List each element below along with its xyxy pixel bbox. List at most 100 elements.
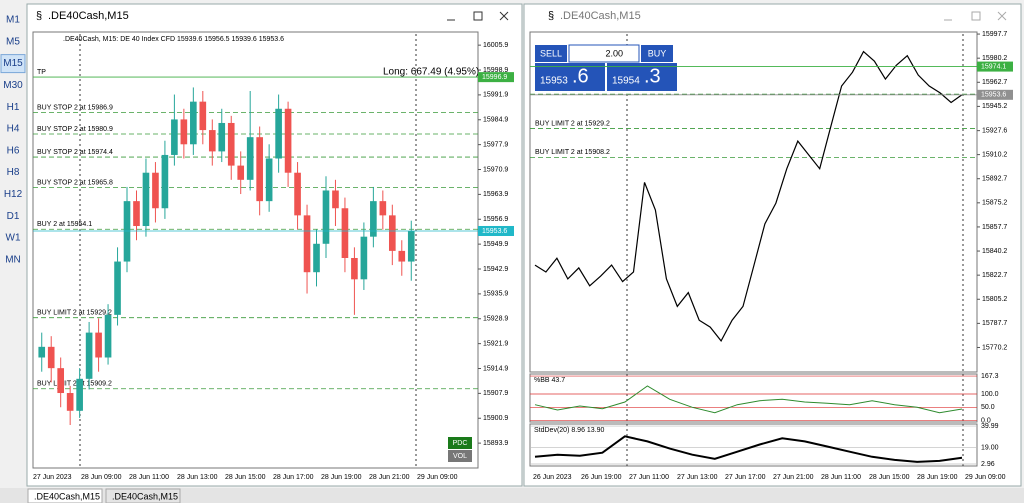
candle-body <box>57 368 65 394</box>
maximize-button[interactable] <box>473 11 483 21</box>
x-tick-label: 28 Jun 11:00 <box>821 474 861 481</box>
candle-body <box>398 250 406 262</box>
sell-button[interactable] <box>535 45 567 62</box>
timeframe-button[interactable]: D1 <box>7 211 20 222</box>
y-tick-label: 15900.9 <box>483 415 508 422</box>
order-label: BUY LIMIT 2 at 15908.2 <box>535 149 610 156</box>
candle-body <box>142 172 150 227</box>
y-tick-label: 15907.9 <box>483 390 508 397</box>
indicator-tick-label: 0.0 <box>981 418 991 425</box>
annotation: Long: 667.49 (4.95%) <box>383 67 479 78</box>
buy-button[interactable] <box>641 45 673 62</box>
timeframe-button[interactable]: M5 <box>6 36 20 47</box>
indicator-tick-label: 39.99 <box>981 423 999 430</box>
ask-box[interactable] <box>607 63 677 91</box>
candle-body <box>275 108 282 159</box>
y-tick-label: 15963.9 <box>483 191 508 198</box>
candle-body <box>265 158 273 202</box>
x-tick-label: 26 Jun 2023 <box>533 474 572 481</box>
maximize-button[interactable] <box>971 11 981 21</box>
y-tick-label: 15935.9 <box>483 291 508 298</box>
y-tick-label: 15977.9 <box>483 141 508 148</box>
close-button[interactable] <box>499 11 509 21</box>
tab[interactable] <box>105 488 181 503</box>
volume-box[interactable] <box>568 44 640 63</box>
bid-price-main: 15953 <box>540 76 568 87</box>
y-tick-label: 15893.9 <box>483 440 508 447</box>
candle-body <box>66 393 74 411</box>
ask-price-main: 15954 <box>612 76 640 87</box>
candle-body <box>284 108 292 173</box>
timeframe-button[interactable]: MN <box>5 254 21 265</box>
timeframe-button[interactable]: M15 <box>3 58 23 69</box>
y-tick-label: 15910.2 <box>982 151 1007 158</box>
price-tag <box>977 89 1013 100</box>
indicator-plot <box>529 373 978 423</box>
close-button[interactable] <box>997 11 1007 21</box>
window-buttons[interactable] <box>944 11 1007 21</box>
candle-body <box>95 332 102 358</box>
timeframe-button[interactable]: H12 <box>4 189 23 200</box>
candle-body <box>313 243 320 273</box>
y-tick-label: 15857.7 <box>982 224 1007 231</box>
x-tick-label: 26 Jun 19:00 <box>581 474 622 481</box>
timeframe-button[interactable]: H6 <box>7 145 20 156</box>
chart-icon: § <box>548 10 554 22</box>
indicator-button[interactable] <box>448 450 472 462</box>
chart-info: .DE40Cash, M15: DE 40 Index CFD 15939.6 … <box>63 36 284 43</box>
timeframe-button[interactable]: H4 <box>7 124 20 135</box>
order-label: BUY STOP 2 at 15965.8 <box>37 179 113 186</box>
indicator-line <box>534 385 963 414</box>
order-label: BUY 2 at 15954.1 <box>37 221 92 228</box>
candle-body <box>360 236 368 280</box>
bid-price-fraction: .6 <box>572 65 589 87</box>
price-tag-label: 15974.1 <box>981 63 1006 70</box>
ask-price-fraction: .3 <box>644 65 661 87</box>
x-tick-label: 28 Jun 15:00 <box>225 474 266 481</box>
candle-body <box>379 201 387 216</box>
bid-box[interactable] <box>535 63 605 91</box>
y-tick-label: 15875.2 <box>982 200 1007 207</box>
candle-body <box>370 201 377 237</box>
right-title-bar[interactable] <box>525 5 1020 27</box>
price-tag-label: 15953.6 <box>981 92 1006 99</box>
left-title-bar[interactable] <box>28 5 521 27</box>
window-buttons[interactable] <box>447 11 509 21</box>
timeframe-active <box>0 54 26 74</box>
timeframe-button[interactable]: H1 <box>7 102 20 113</box>
indicator-tick-label: 167.3 <box>981 373 999 380</box>
timeframe-button[interactable]: M30 <box>3 80 23 91</box>
candle-body <box>351 257 358 280</box>
timeframe-button[interactable]: M1 <box>6 15 20 26</box>
sell-label: SELL <box>540 48 562 58</box>
indicator-button[interactable] <box>448 437 472 449</box>
candle-body <box>47 346 55 369</box>
timeframe-button[interactable]: W1 <box>6 233 21 244</box>
y-tick-label: 15980.2 <box>982 55 1007 62</box>
indicator-line <box>534 435 963 463</box>
price-tag-label: 15996.9 <box>482 74 507 81</box>
tab[interactable] <box>27 488 103 503</box>
volume-value: 2.00 <box>605 48 623 58</box>
buy-label: BUY <box>648 48 667 58</box>
candle-body <box>227 122 235 166</box>
price-tag <box>478 225 514 236</box>
order-label: BUY LIMIT 2 at 15909.2 <box>37 381 112 388</box>
y-tick-label: 15928.9 <box>483 316 508 323</box>
y-tick-label: 15921.9 <box>483 340 508 347</box>
candle-body <box>104 314 112 358</box>
order-label: BUY STOP 2 at 15974.4 <box>37 149 113 156</box>
x-tick-label: 29 Jun 09:00 <box>965 474 1006 481</box>
tab-label: .DE40Cash,M15 <box>34 491 100 501</box>
x-tick-label: 27 Jun 21:00 <box>773 474 814 481</box>
candle-body <box>76 378 83 411</box>
timeframe-button[interactable]: H8 <box>7 167 20 178</box>
x-tick-label: 27 Jun 11:00 <box>629 474 669 481</box>
y-tick-label: 15956.9 <box>483 216 508 223</box>
y-tick-label: 15770.2 <box>982 344 1007 351</box>
x-tick-label: 28 Jun 13:00 <box>177 474 218 481</box>
indicator-tick-label: 19.00 <box>981 444 999 451</box>
order-label: TP <box>37 69 46 76</box>
indicator-button-label: VOL <box>453 453 467 460</box>
